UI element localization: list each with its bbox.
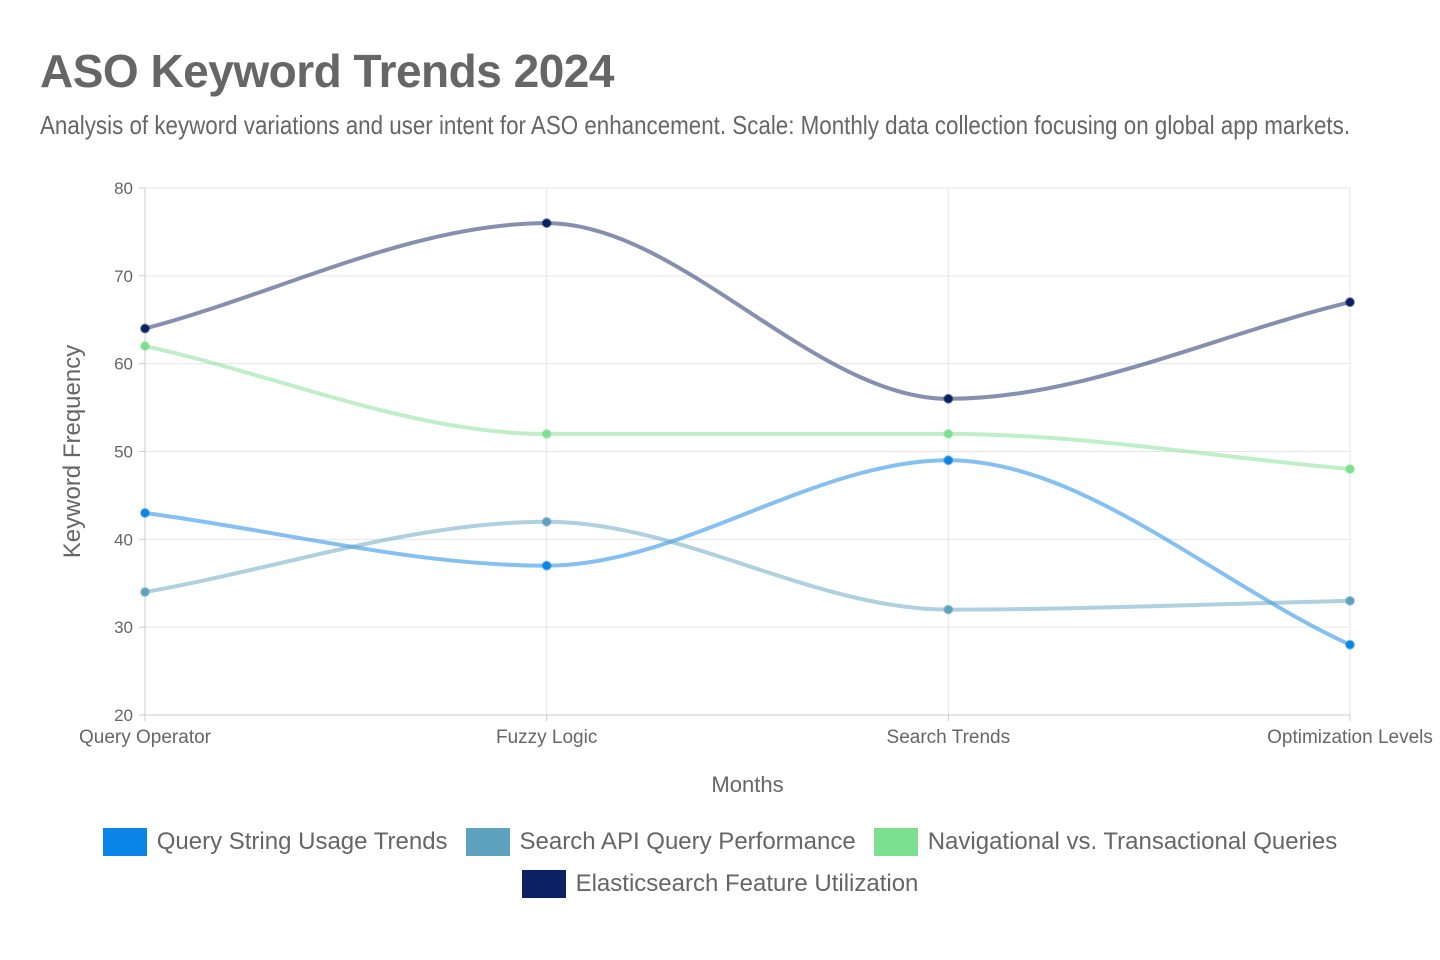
legend-swatch-search-api xyxy=(465,828,510,856)
data-point-search-api-query-performance[interactable] xyxy=(140,587,150,598)
data-point-query-string-usage-trends[interactable] xyxy=(140,507,150,518)
legend-swatch-navigational xyxy=(873,828,918,856)
legend-item-search-api[interactable]: Search API Query Performance xyxy=(465,828,856,856)
y-tick-label: 20 xyxy=(114,706,133,725)
data-point-elasticsearch-feature-utilization[interactable] xyxy=(140,323,150,334)
chart-legend: Query String Usage Trends Search API Que… xyxy=(0,828,1440,912)
y-tick-label: 60 xyxy=(114,355,133,374)
data-point-search-api-query-performance[interactable] xyxy=(541,516,552,527)
chart-title: ASO Keyword Trends 2024 xyxy=(40,45,614,97)
x-tick-label: Search Trends xyxy=(887,727,1011,748)
y-tick-label: 50 xyxy=(114,443,133,462)
data-point-elasticsearch-feature-utilization[interactable] xyxy=(541,218,552,229)
legend-item-navigational[interactable]: Navigational vs. Transactional Queries xyxy=(873,828,1338,856)
data-point-elasticsearch-feature-utilization[interactable] xyxy=(943,393,954,404)
y-tick-label: 30 xyxy=(114,618,133,637)
x-tick-label: Optimization Levels xyxy=(1267,727,1433,748)
chart-series xyxy=(140,218,1355,650)
y-tick-label: 70 xyxy=(114,267,133,286)
data-point-navigational-vs-transactional-queries[interactable] xyxy=(1345,464,1355,475)
data-point-elasticsearch-feature-utilization[interactable] xyxy=(1345,297,1355,308)
data-point-query-string-usage-trends[interactable] xyxy=(1345,639,1355,650)
x-tick-label: Query Operator xyxy=(79,727,212,748)
data-point-navigational-vs-transactional-queries[interactable] xyxy=(541,428,552,439)
data-point-navigational-vs-transactional-queries[interactable] xyxy=(140,341,150,352)
x-tick-label: Fuzzy Logic xyxy=(496,727,597,748)
chart-grid xyxy=(144,187,1351,716)
series-line-navigational-vs-transactional-queries xyxy=(144,344,1351,472)
series-line-search-api-query-performance xyxy=(144,519,1351,612)
line-chart: 20 30 40 50 60 70 80 Query Operator Fuzzy Logic S… xyxy=(59,179,1433,797)
chart-axes: 20 30 40 50 60 70 80 Query Operator Fuzzy Logic S… xyxy=(79,179,1433,748)
legend-row-1: Query String Usage Trends Search API Que… xyxy=(0,828,1440,856)
legend-label: Search API Query Performance xyxy=(519,828,856,855)
y-tick-label: 80 xyxy=(114,179,133,198)
legend-label: Elasticsearch Feature Utilization xyxy=(575,870,919,897)
data-point-query-string-usage-trends[interactable] xyxy=(541,560,552,571)
legend-item-query-string[interactable]: Query String Usage Trends xyxy=(102,828,448,856)
legend-row-2: Elasticsearch Feature Utilization xyxy=(0,870,1440,898)
legend-label: Navigational vs. Transactional Queries xyxy=(927,828,1338,855)
y-tick-label: 40 xyxy=(114,530,133,549)
legend-swatch-elasticsearch xyxy=(521,870,566,898)
y-axis-label: Keyword Frequency xyxy=(59,345,86,558)
legend-item-elasticsearch[interactable]: Elasticsearch Feature Utilization xyxy=(521,870,919,898)
legend-swatch-query-string xyxy=(102,828,147,856)
series-line-elasticsearch-feature-utilization xyxy=(144,221,1351,401)
data-point-query-string-usage-trends[interactable] xyxy=(943,455,954,466)
data-point-search-api-query-performance[interactable] xyxy=(1345,595,1355,606)
x-axis-label: Months xyxy=(711,772,783,797)
chart-subtitle: Analysis of keyword variations and user … xyxy=(40,110,1351,140)
data-point-search-api-query-performance[interactable] xyxy=(943,604,954,615)
legend-label: Query String Usage Trends xyxy=(156,828,448,855)
data-point-navigational-vs-transactional-queries[interactable] xyxy=(943,428,954,439)
